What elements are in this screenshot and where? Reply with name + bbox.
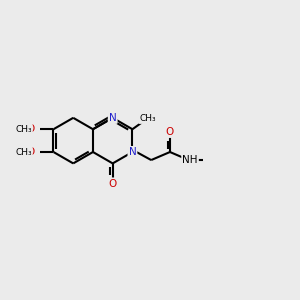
Text: CH₃: CH₃ [15, 148, 32, 157]
Text: O: O [26, 147, 35, 157]
Text: CH₃: CH₃ [140, 114, 156, 123]
Text: O: O [26, 124, 35, 134]
Text: NH: NH [182, 155, 198, 165]
Text: N: N [109, 113, 117, 123]
Text: O: O [109, 178, 117, 188]
Text: N: N [128, 147, 136, 157]
Text: O: O [166, 127, 174, 137]
Text: CH₃: CH₃ [15, 125, 32, 134]
